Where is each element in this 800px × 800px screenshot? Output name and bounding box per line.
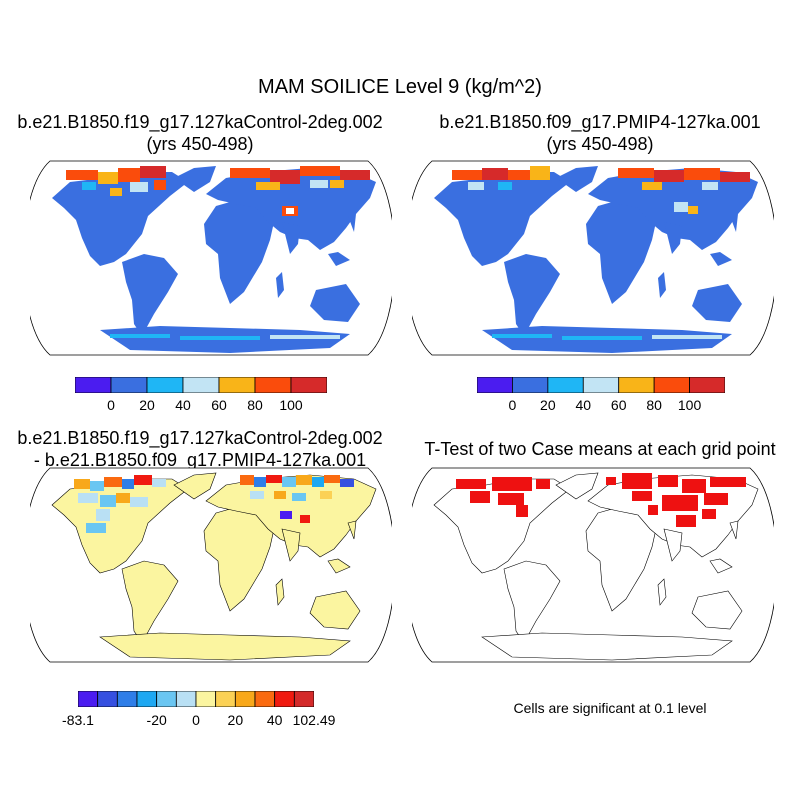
diff-colorbar-swatch-6 xyxy=(195,691,217,707)
panel1-title-line2: (yrs 450-498) xyxy=(146,134,254,154)
abs-colorbar-2-swatch-0 xyxy=(477,377,513,393)
difference-cells xyxy=(74,475,354,533)
abs-colorbar-tick-label: 0 xyxy=(107,397,115,413)
figure-title: MAM SOILICE Level 9 (kg/m^2) xyxy=(258,76,542,98)
diff-colorbar-swatch-4 xyxy=(156,691,177,707)
diff-colorbar-swatch-11 xyxy=(293,691,314,707)
panel2-colorbar xyxy=(477,377,725,393)
panel3-map xyxy=(30,467,392,663)
panel3-colorbar-labels: -83.1 -20 0 20 40 102.49 xyxy=(62,712,335,732)
high-value-cells xyxy=(452,166,750,340)
panel2-colorbar-labels: 0 20 40 60 80 100 xyxy=(477,397,725,417)
abs-colorbar-2-swatch-2 xyxy=(547,377,584,393)
abs-colorbar-tick-label: 80 xyxy=(247,397,263,413)
panel2-map xyxy=(412,160,774,356)
abs-colorbar-2-swatch-4 xyxy=(618,377,655,393)
abs-colorbar-swatch-2 xyxy=(146,377,184,393)
panel1-map xyxy=(30,160,392,356)
abs-colorbar-swatch-3 xyxy=(182,377,220,393)
abs-colorbar-2-swatch-6 xyxy=(689,377,725,393)
diff-colorbar-tick-label: -20 xyxy=(146,712,167,728)
panel1-title-line1: b.e21.B1850.f19_g17.127kaControl-2deg.00… xyxy=(17,112,383,132)
abs-colorbar-2-tick-label: 100 xyxy=(677,397,702,413)
abs-colorbar-2-tick-label: 60 xyxy=(610,397,627,413)
high-value-cells xyxy=(66,166,370,340)
diff-colorbar-swatch-8 xyxy=(234,691,256,707)
abs-colorbar-tick-label: 40 xyxy=(175,397,191,413)
abs-colorbar-2-tick-label: 80 xyxy=(646,397,662,413)
abs-colorbar-swatch-4 xyxy=(218,377,256,393)
panel3-title-line1: b.e21.B1850.f19_g17.127kaControl-2deg.00… xyxy=(17,428,383,448)
diff-colorbar-swatch-3 xyxy=(136,691,158,707)
diff-colorbar-swatch-7 xyxy=(215,691,236,707)
diff-colorbar-swatch-1 xyxy=(97,691,118,707)
panel2-title-line1: b.e21.B1850.f09_g17.PMIP4-127ka.001 xyxy=(439,112,761,132)
abs-colorbar-tick-label: 20 xyxy=(139,397,155,413)
panel4-title: T-Test of two Case means at each grid po… xyxy=(424,439,776,459)
abs-colorbar-2-swatch-3 xyxy=(582,377,620,393)
diff-colorbar-swatch-0 xyxy=(78,691,99,707)
abs-colorbar-swatch-5 xyxy=(254,377,292,393)
panel1-colorbar xyxy=(75,377,327,393)
panel3-title-line2: - b.e21.B1850.f09_g17.PMIP4-127ka.001 xyxy=(33,450,367,470)
diff-colorbar-tick-label: -83.1 xyxy=(62,712,94,728)
panel1-colorbar-labels: 0 20 40 60 80 100 xyxy=(75,397,327,417)
abs-colorbar-2-tick-label: 40 xyxy=(575,397,592,413)
diff-colorbar-tick-label: 102.49 xyxy=(292,712,336,728)
panel3-colorbar xyxy=(78,691,314,707)
abs-colorbar-swatch-6 xyxy=(290,377,327,393)
abs-colorbar-tick-label: 100 xyxy=(279,397,303,413)
abs-colorbar-2-swatch-5 xyxy=(653,377,690,393)
abs-colorbar-2-swatch-1 xyxy=(512,377,549,393)
significance-note: Cells are significant at 0.1 level xyxy=(513,700,707,716)
panel2-title-line2: (yrs 450-498) xyxy=(546,134,654,154)
diff-colorbar-swatch-2 xyxy=(116,691,138,707)
diff-colorbar-tick-label: 40 xyxy=(266,712,283,728)
abs-colorbar-tick-label: 60 xyxy=(211,397,227,413)
diff-colorbar-tick-label: 20 xyxy=(227,712,244,728)
abs-colorbar-2-tick-label: 0 xyxy=(508,397,517,413)
abs-colorbar-swatch-1 xyxy=(110,377,148,393)
abs-colorbar-swatch-0 xyxy=(75,377,112,393)
diff-colorbar-swatch-10 xyxy=(274,691,295,707)
panel4-map xyxy=(412,467,774,663)
diff-colorbar-swatch-9 xyxy=(254,691,276,707)
abs-colorbar-2-tick-label: 20 xyxy=(540,397,556,413)
diff-colorbar-swatch-5 xyxy=(175,691,197,707)
diff-colorbar-tick-label: 0 xyxy=(192,712,200,728)
significant-cells xyxy=(456,473,746,527)
